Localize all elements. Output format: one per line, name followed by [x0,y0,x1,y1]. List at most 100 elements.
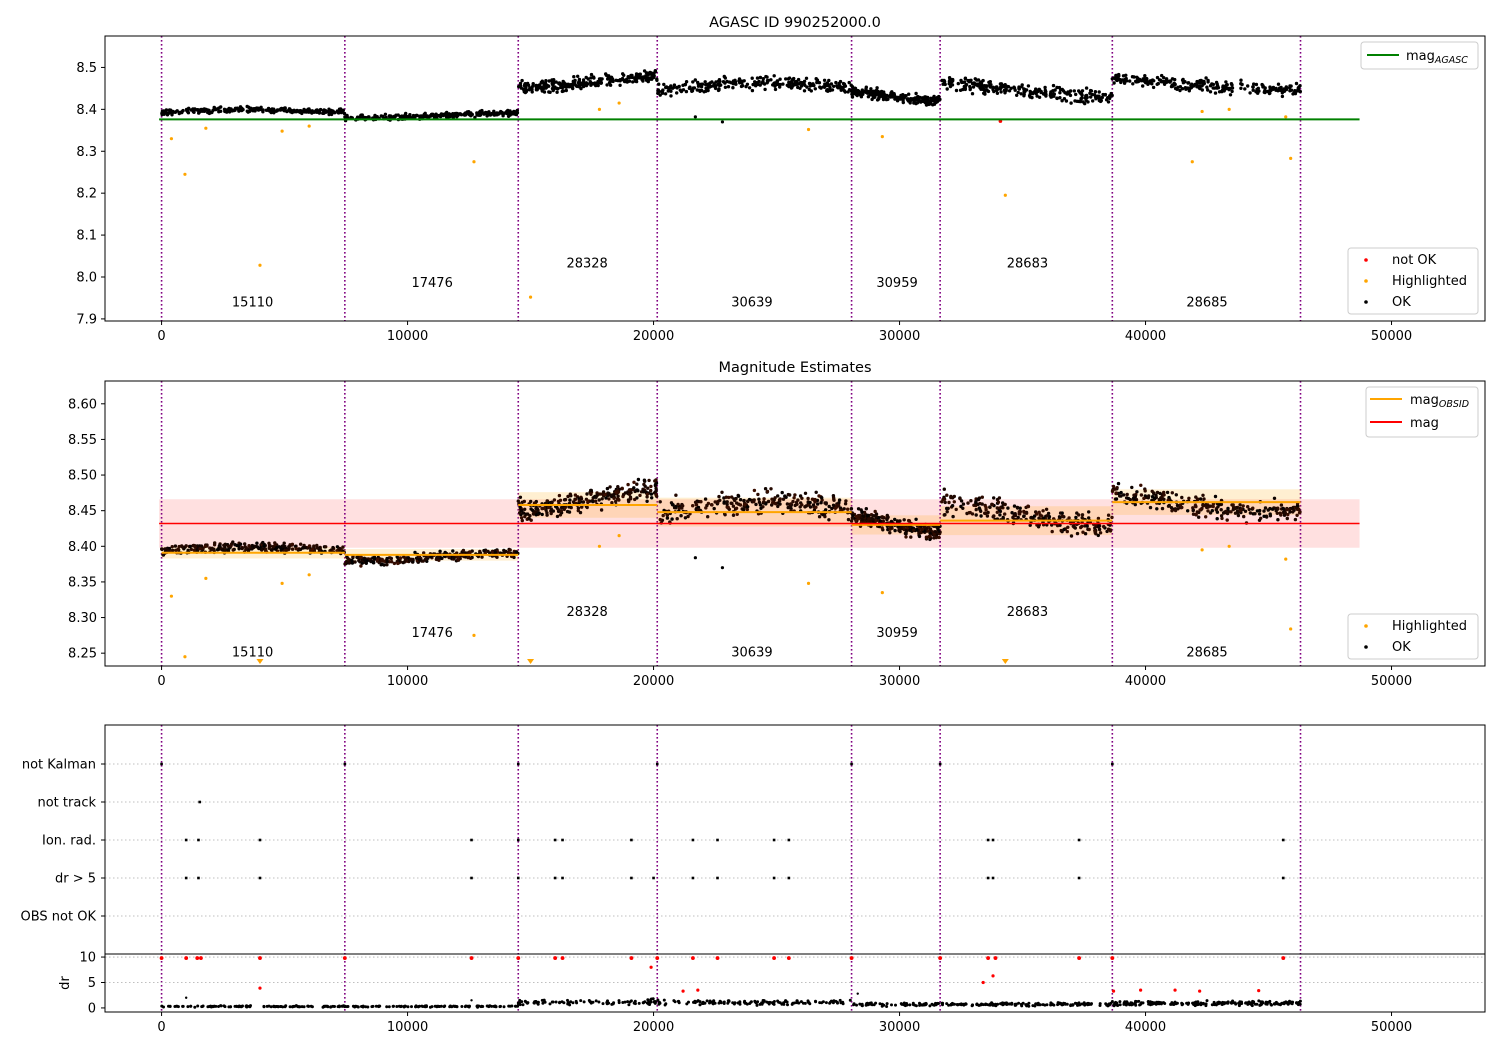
estimates-ok-point [1210,509,1215,513]
agasc-ok-point [1093,90,1098,94]
estimates-ok-point [608,485,612,489]
agasc-ok-point [762,82,767,86]
estimates-ok-point [1003,512,1007,516]
estimates-ok-point [813,497,817,502]
estimates-ok-point [1119,490,1123,495]
estimates-highlighted-point [1284,557,1288,561]
agasc-ok-point [1246,84,1250,88]
estimates-ok-point [873,509,877,514]
estimates-ok-point [763,487,768,491]
estimates-ok-point [1291,510,1295,514]
agasc-ok-point [646,79,650,83]
agasc-ok-point [1292,91,1296,95]
estimates-ok-point [977,506,981,510]
flags-plot-area [105,725,1485,1012]
agasc-ok-point [827,78,831,83]
dr-ok-point [983,1003,987,1007]
dr-ok-point [1013,1003,1017,1007]
estimates-ok-point [414,556,419,560]
agasc-ok-point [598,78,603,82]
estimates-ok-point [703,497,708,501]
dr-ok-point [435,1005,439,1009]
agasc-ok-point [961,87,965,92]
dr-ok-point [392,1004,395,1008]
agasc-ok-point [716,83,720,87]
agasc-ok-point [564,88,568,93]
estimates-ok-point [904,529,908,533]
estimates-ok-point [776,504,780,509]
estimates-ok-point [1236,510,1240,515]
estimates-ok-point [1206,505,1210,509]
legend-highlighted-marker [1364,279,1368,283]
flag-ytick-label: not Kalman [22,758,96,773]
estimates-ok-point [371,560,376,565]
estimates-ok-point [324,545,328,549]
estimates-ok-point [649,484,653,489]
dr-ok-point [677,999,681,1003]
estimates-ok-point [837,503,841,508]
agasc-ok-point [1228,93,1233,97]
estimates-ok-point [620,487,624,491]
dr-ok-point [248,1005,252,1009]
agasc-ok-point [1013,88,1017,92]
dr-not-ok-point [786,956,791,960]
agasc-ok-point [834,80,838,85]
estimates-ok-point [976,502,980,507]
estimates-ok-point [600,497,604,501]
estimates-ok-point [833,506,838,510]
dr-not-ok-point [715,956,720,960]
agasc-ok-point [706,88,710,93]
estimates-ok-point [346,556,350,560]
agasc-ok-point [245,104,249,109]
estimates-ok-point [1262,514,1266,518]
dr-ok-point [551,1000,555,1004]
estimates-ok-point [170,545,174,549]
agasc-ok-point [1131,82,1135,86]
dr-ok-point [1238,1000,1242,1004]
agasc-ok-point [796,85,800,90]
agasc-ok-point [991,85,995,90]
estimates-highlighted-point [617,534,621,538]
estimates-ok-point [712,506,716,511]
agasc-ok-point [1243,87,1247,91]
estimates-ok-point [177,544,181,549]
estimates-ok-point [724,495,728,499]
estimates-ok-point [612,496,616,500]
estimates-ok-point [969,499,973,503]
agasc-ok-point [318,107,323,112]
estimates-ok-point [984,505,988,510]
agasc-ok-point [697,88,702,93]
agasc-ok-point [688,85,692,89]
dr-outlier [184,996,188,999]
estimates-ok-point [949,494,953,499]
estimates-ok-point [626,482,630,487]
estimates-ok-point [1191,512,1196,516]
estimates-ok-point [299,542,303,546]
estimates-ok-point [851,513,855,518]
estimates-ok-point [275,545,279,550]
dr-ok-point [402,1005,406,1009]
agasc-ok-point [1172,81,1177,86]
estimates-highlighted-point [1289,627,1293,631]
dr-ok-point [1266,1000,1270,1004]
estimates-ok-point [255,545,260,549]
agasc-ok-point [390,115,394,120]
agasc-obsid-label: 15110 [232,295,273,310]
dr-not-ok-point [1198,989,1202,993]
estimates-ok-point [1096,516,1101,521]
estimates-ok-point [846,507,850,511]
agasc-ok-point [742,79,746,83]
agasc-ok-point [622,79,627,84]
estimates-ok-point [1225,518,1229,522]
estimates-ok-outlier [720,566,725,570]
agasc-ok-point [1009,86,1013,91]
agasc-ok-point [669,89,673,93]
agasc-ok-point [1280,94,1285,99]
estimates-ok-point [614,499,618,504]
estimates-ok-point [1281,506,1285,511]
flag-marker [516,838,520,842]
dr-ok-point [1210,1003,1214,1007]
agasc-ok-point [1276,82,1281,86]
agasc-ok-point [805,85,809,89]
